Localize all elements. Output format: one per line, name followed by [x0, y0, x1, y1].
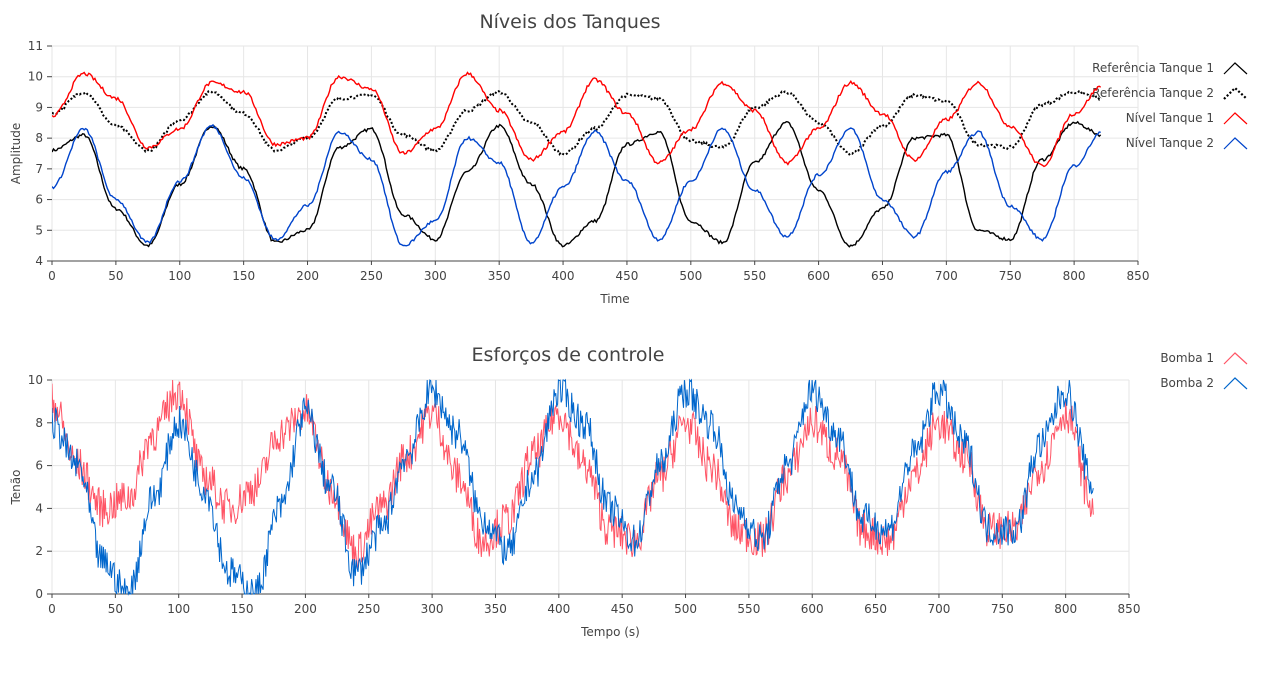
x-tick-label: 50 — [108, 602, 123, 616]
x-tick-label: 250 — [360, 269, 383, 283]
x-tick-label: 800 — [1063, 269, 1086, 283]
x-tick-label: 450 — [611, 602, 634, 616]
x-tick-label: 150 — [232, 269, 255, 283]
x-tick-label: 100 — [167, 602, 190, 616]
x-tick-label: 850 — [1118, 602, 1141, 616]
x-tick-label: 600 — [801, 602, 824, 616]
legend-swatch[interactable] — [1223, 377, 1248, 390]
x-axis-label: Tempo (s) — [580, 625, 640, 639]
x-tick-label: 850 — [1127, 269, 1150, 283]
x-tick-label: 0 — [48, 269, 56, 283]
y-tick-label: 8 — [35, 131, 43, 145]
x-tick-label: 550 — [737, 602, 760, 616]
x-tick-label: 400 — [547, 602, 570, 616]
legend-label[interactable]: Nível Tanque 1 — [1126, 111, 1214, 125]
chart-title: Esforços de controle — [472, 344, 665, 366]
y-tick-label: 6 — [35, 193, 43, 207]
x-tick-label: 750 — [999, 269, 1022, 283]
series-line — [52, 379, 1094, 569]
x-tick-label: 350 — [488, 269, 511, 283]
x-tick-label: 200 — [294, 602, 317, 616]
x-tick-label: 800 — [1054, 602, 1077, 616]
legend-swatch[interactable] — [1223, 86, 1248, 100]
y-axis-label: Tenão — [9, 470, 23, 506]
x-tick-label: 150 — [231, 602, 254, 616]
legend-swatch[interactable] — [1223, 112, 1248, 125]
tank-levels-chart: 0 50 100 150 200 250 300 350 400 450 500 550 600 650 7… — [9, 11, 1248, 306]
y-tick-label: 2 — [35, 544, 43, 558]
series-line — [52, 120, 1102, 248]
series-line — [52, 71, 1102, 168]
y-tick-label: 7 — [35, 162, 43, 176]
x-tick-label: 350 — [484, 602, 507, 616]
legend-label[interactable]: Referência Tanque 1 — [1092, 61, 1214, 75]
x-tick-label: 300 — [424, 269, 447, 283]
x-tick-label: 250 — [357, 602, 380, 616]
x-tick-label: 550 — [743, 269, 766, 283]
y-axis-label: Amplitude — [9, 123, 23, 185]
series-line — [52, 378, 1094, 596]
legend-swatch[interactable] — [1223, 352, 1248, 365]
x-tick-label: 50 — [108, 269, 123, 283]
y-tick-label: 6 — [35, 459, 43, 473]
x-tick-label: 450 — [615, 269, 638, 283]
legend-label[interactable]: Bomba 2 — [1160, 376, 1214, 390]
x-tick-label: 100 — [168, 269, 191, 283]
x-axis-label: Time — [599, 292, 629, 306]
x-tick-label: 500 — [679, 269, 702, 283]
legend-label[interactable]: Bomba 1 — [1160, 351, 1214, 365]
y-tick-label: 4 — [35, 501, 43, 515]
y-tick-label: 9 — [35, 100, 43, 114]
y-tick-label: 10 — [28, 70, 43, 84]
series-line — [52, 123, 1101, 247]
legend-label[interactable]: Nível Tanque 2 — [1126, 136, 1214, 150]
x-tick-label: 400 — [552, 269, 575, 283]
x-tick-label: 200 — [296, 269, 319, 283]
x-tick-label: 650 — [864, 602, 887, 616]
y-tick-label: 11 — [28, 39, 43, 53]
x-tick-label: 500 — [674, 602, 697, 616]
legend-swatch[interactable] — [1223, 62, 1248, 75]
control-effort-chart: 0 50 100 150 200 250 300 350 400 450 500 550 600 650 7… — [9, 344, 1248, 639]
x-tick-label: 0 — [48, 602, 56, 616]
x-tick-label: 650 — [871, 269, 894, 283]
x-tick-label: 700 — [935, 269, 958, 283]
legend-swatch[interactable] — [1223, 137, 1248, 150]
y-tick-label: 8 — [35, 416, 43, 430]
x-tick-label: 600 — [807, 269, 830, 283]
x-tick-label: 300 — [421, 602, 444, 616]
series-line — [52, 90, 1102, 156]
y-tick-label: 4 — [35, 254, 43, 268]
chart-title: Níveis dos Tanques — [479, 11, 660, 33]
legend-label[interactable]: Referência Tanque 2 — [1092, 86, 1214, 100]
x-tick-label: 700 — [927, 602, 950, 616]
y-tick-label: 5 — [35, 223, 43, 237]
x-tick-label: 750 — [991, 602, 1014, 616]
y-tick-label: 0 — [35, 587, 43, 601]
y-tick-label: 10 — [28, 373, 43, 387]
